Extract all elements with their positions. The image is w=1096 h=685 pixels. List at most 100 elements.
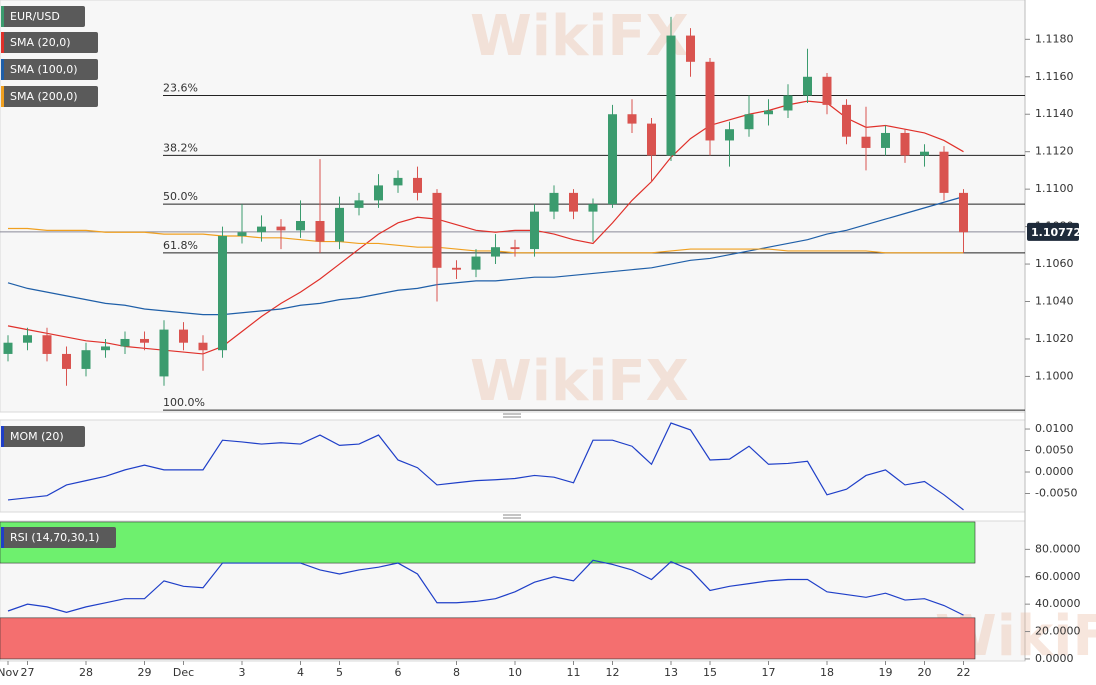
y-tick-label: 20.0000 — [1035, 625, 1081, 638]
rsi-zone — [0, 521, 976, 564]
y-tick-label: 60.0000 — [1035, 570, 1081, 583]
candle-body — [491, 247, 500, 257]
candle-body — [218, 235, 227, 351]
y-tick-label: 1.1040 — [1035, 295, 1074, 308]
candle-body — [120, 338, 130, 347]
indicator-label-swatch — [1, 426, 4, 447]
y-tick-label: 80.0000 — [1035, 542, 1081, 555]
candle-body — [237, 232, 247, 236]
x-tick-label: Nov — [0, 666, 19, 679]
y-tick-label: 0.0000 — [1035, 652, 1074, 665]
candle-body — [315, 220, 325, 242]
candle-body — [764, 110, 773, 115]
candle-body — [510, 247, 520, 250]
legend-symbol-box — [1, 6, 85, 27]
y-tick-label: 1.1020 — [1035, 332, 1074, 345]
legend-entry-swatch — [1, 86, 4, 107]
x-tick-label: 10 — [508, 666, 522, 679]
candle-body — [627, 114, 637, 124]
candle-body — [179, 329, 188, 343]
candle-body — [374, 185, 383, 201]
indicator-label: MOM (20) — [10, 430, 64, 443]
watermark: WikiFX — [470, 349, 689, 414]
mom-panel — [0, 419, 1026, 513]
candle-body — [23, 335, 32, 343]
candle-body — [920, 151, 929, 156]
indicator-label-box — [1, 527, 116, 548]
legend-entry: SMA (20,0) — [10, 36, 71, 49]
legend-entry: SMA (200,0) — [10, 90, 78, 103]
candle-body — [588, 204, 598, 212]
y-tick-label: 0.0000 — [1035, 465, 1074, 478]
candle-body — [549, 192, 559, 212]
y-tick-label: 1.1140 — [1035, 107, 1074, 120]
y-tick-label: -0.0050 — [1035, 487, 1077, 500]
watermark: WikiFX — [470, 4, 689, 69]
rsi-zone — [0, 617, 976, 660]
indicator-label: RSI (14,70,30,1) — [10, 531, 99, 544]
candle-body — [608, 114, 617, 205]
indicator-line — [8, 227, 964, 254]
candle-body — [647, 123, 656, 156]
y-tick-label: 0.0100 — [1035, 422, 1074, 435]
y-tick-label: 1.1100 — [1035, 182, 1074, 195]
candle-body — [62, 353, 71, 369]
candle-body — [335, 207, 344, 242]
candle-body — [276, 226, 286, 231]
x-tick-label: 28 — [79, 666, 93, 679]
legend-symbol: EUR/USD — [10, 10, 60, 23]
candle-body — [101, 346, 110, 351]
x-tick-label: Dec — [173, 666, 194, 679]
candle-body — [159, 329, 169, 377]
candle-body — [140, 338, 149, 343]
last-price-label: 1.10772 — [1031, 226, 1081, 239]
candle-body — [744, 114, 754, 130]
candle-body — [432, 192, 442, 268]
legend-symbol-swatch — [1, 6, 4, 27]
candle-body — [705, 61, 715, 141]
x-tick-label: 3 — [239, 666, 246, 679]
candle-body — [842, 104, 851, 137]
fib-label: 23.6% — [163, 82, 198, 95]
legend-entry-swatch — [1, 59, 4, 80]
y-tick-label: 40.0000 — [1035, 597, 1081, 610]
y-tick-label: 1.1000 — [1035, 369, 1074, 382]
y-tick-label: 1.1160 — [1035, 70, 1074, 83]
candle-body — [452, 267, 461, 270]
candle-body — [666, 35, 676, 156]
candle-body — [881, 132, 890, 148]
candle-body — [413, 177, 422, 193]
legend-entry-box — [1, 59, 98, 80]
legend-entry-box — [1, 86, 98, 107]
x-tick-label: 4 — [297, 666, 304, 679]
candle-body — [393, 177, 403, 186]
candle-body — [354, 200, 364, 208]
x-tick-label: 20 — [918, 666, 932, 679]
candle-body — [803, 76, 812, 96]
x-tick-label: 27 — [21, 666, 35, 679]
candle-body — [900, 132, 910, 156]
y-tick-label: 1.1180 — [1035, 32, 1074, 45]
x-tick-label: 8 — [453, 666, 460, 679]
main-panel — [0, 0, 1026, 413]
candle-body — [783, 95, 793, 111]
indicator-line — [7, 196, 964, 316]
candle-body — [296, 220, 305, 231]
candle-body — [471, 256, 481, 270]
x-tick-label: 12 — [606, 666, 620, 679]
candle-body — [3, 342, 13, 354]
candle-body — [822, 76, 832, 105]
candle-body — [42, 335, 52, 354]
candle-body — [198, 342, 208, 351]
fib-label: 61.8% — [163, 239, 198, 252]
indicator-label-box — [1, 426, 85, 447]
candle-body — [530, 211, 539, 250]
y-tick-label: 1.1060 — [1035, 257, 1074, 270]
x-tick-label: 5 — [336, 666, 343, 679]
indicator-line — [7, 422, 964, 511]
x-tick-label: 22 — [957, 666, 971, 679]
indicator-line — [7, 559, 964, 616]
fib-label: 100.0% — [163, 396, 205, 409]
x-tick-label: 11 — [567, 666, 581, 679]
